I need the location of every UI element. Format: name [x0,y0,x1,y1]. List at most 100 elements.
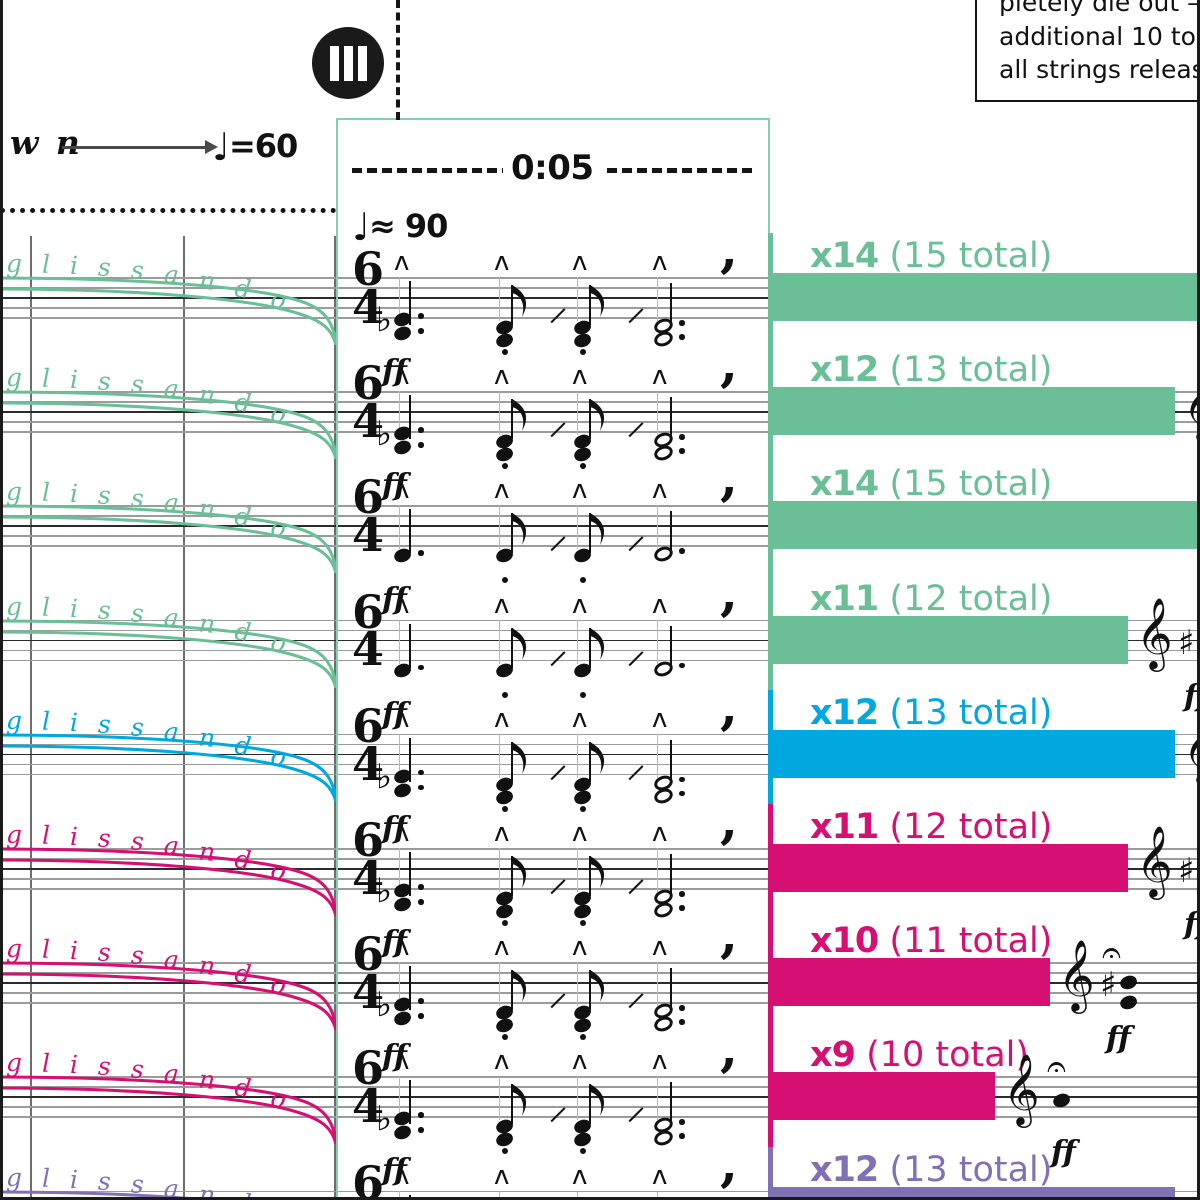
augmentation-dot [679,905,685,911]
marcato-accent: ʌ [652,475,668,506]
treble-clef: 𝄞 [1136,595,1173,669]
measure-tick [577,277,579,321]
eighth-flag [512,399,527,432]
vertical-dashed-rule [396,0,400,120]
note-stem [589,399,592,440]
augmentation-dot [418,1112,424,1118]
marcato-accent: ʌ [572,818,588,848]
breath-mark: ’ [718,704,738,771]
eighth-rest: ⸝ [548,1083,568,1130]
eighth-rest: ⸝ [626,1083,646,1130]
marcato-accent: ʌ [394,589,410,620]
measure-tick [577,1190,579,1200]
repeat-count: x12 [810,1149,879,1190]
breath-mark: ’ [718,933,738,1000]
staccato-dot [502,1034,508,1041]
staccato-dot [502,577,508,584]
augmentation-dot [679,320,685,326]
eighth-rest: ⸝ [548,626,568,673]
eighth-flag [512,285,527,317]
flat-accidental: ♭ [376,871,393,911]
time-sig-bottom: 4 [351,508,384,563]
note-stem [589,285,592,325]
repeat-label: x14 (15 total) [810,467,1052,502]
repeat-count: x12 [810,692,879,733]
staccato-dot [502,691,508,698]
augmentation-dot [418,442,424,448]
marcato-accent: ʌ [572,932,588,963]
eighth-flag [590,1084,605,1117]
timecode-label: 0:05 [503,148,602,188]
note-stem [511,399,514,440]
measure-tick [577,619,579,664]
note-stem [589,1084,592,1125]
eighth-rest: ⸝ [626,284,646,330]
dynamic-ff: ff [1184,678,1200,714]
measure-tick [657,1076,659,1121]
eighth-flag [512,741,527,774]
note-stem [409,395,412,440]
augmentation-dot [418,1013,424,1019]
marcato-accent: ʌ [652,703,668,734]
measure-tick [499,1190,501,1200]
breath-mark: ’ [718,1047,738,1114]
note-stem [409,623,412,668]
eighth-flag [590,513,605,546]
treble-clef: 𝄞 [1003,1052,1040,1126]
tempo-main-value: =60 [228,127,298,165]
eighth-rest: ⸝ [548,969,568,1016]
augmentation-dot [679,448,685,454]
tempo-main: ♩=60 [212,122,298,169]
marcato-accent: ʌ [394,703,410,734]
note-stem [409,509,412,554]
eighth-rest: ⸝ [626,626,646,673]
marcato-accent: ʌ [394,932,410,963]
note-stem [511,627,514,668]
staccato-dot [580,920,586,926]
quarter-note-icon: ♩ [212,125,230,169]
augmentation-dot [418,884,424,890]
repeat-total: (13 total) [878,350,1053,391]
augmentation-dot [679,662,685,669]
treble-clef: 𝄞 [1136,824,1173,897]
repeat-bar [770,958,1050,1007]
triple-exclamation-icon [312,27,384,99]
augmentation-dot [418,784,424,791]
glissando-lines [0,1190,227,1200]
augmentation-dot [418,769,424,776]
note-stem [511,741,514,782]
breath-mark: ’ [718,248,738,314]
measure-tick [499,277,501,321]
augmentation-dot [418,313,424,319]
dynamic-ff: ff [382,810,407,846]
note-stem [511,513,514,554]
note-stem [670,283,673,323]
measure-tick [399,848,401,892]
section-barline [768,1146,773,1200]
system-rule [30,236,32,1200]
marcato-accent: ʌ [652,589,668,620]
note-stem [511,1084,514,1125]
system-rule [183,236,185,1200]
breath-mark: ’ [718,1161,738,1200]
dynamic-ff: ff [1051,1135,1076,1171]
augmentation-dot [679,548,685,554]
marcato-accent: ʌ [652,247,668,277]
measure-tick [577,848,579,892]
repeat-count: x9 [810,1035,856,1076]
measure-tick [657,733,659,778]
repeat-label: x12 (13 total) [810,692,1052,733]
time-sig-top: 6 [351,470,384,525]
note-stem [589,627,592,668]
staccato-dot [580,1034,586,1041]
repeat-count: x14 [810,464,879,505]
treble-clef: 𝄞 [1183,715,1200,778]
